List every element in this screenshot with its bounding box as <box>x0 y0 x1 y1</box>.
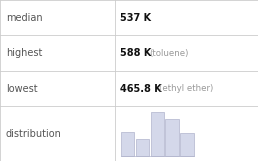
Text: median: median <box>6 13 43 23</box>
Bar <box>136 139 149 156</box>
Text: 537 K: 537 K <box>120 13 151 23</box>
Text: 588 K: 588 K <box>120 48 151 58</box>
Text: highest: highest <box>6 48 42 58</box>
Bar <box>151 112 164 156</box>
Text: (toluene): (toluene) <box>149 49 188 58</box>
Text: lowest: lowest <box>6 84 38 94</box>
Text: distribution: distribution <box>6 129 62 139</box>
Bar <box>121 132 134 156</box>
Bar <box>165 119 179 156</box>
Text: 465.8 K: 465.8 K <box>120 84 162 94</box>
Text: (ethyl ether): (ethyl ether) <box>159 84 213 93</box>
Bar <box>180 133 194 156</box>
